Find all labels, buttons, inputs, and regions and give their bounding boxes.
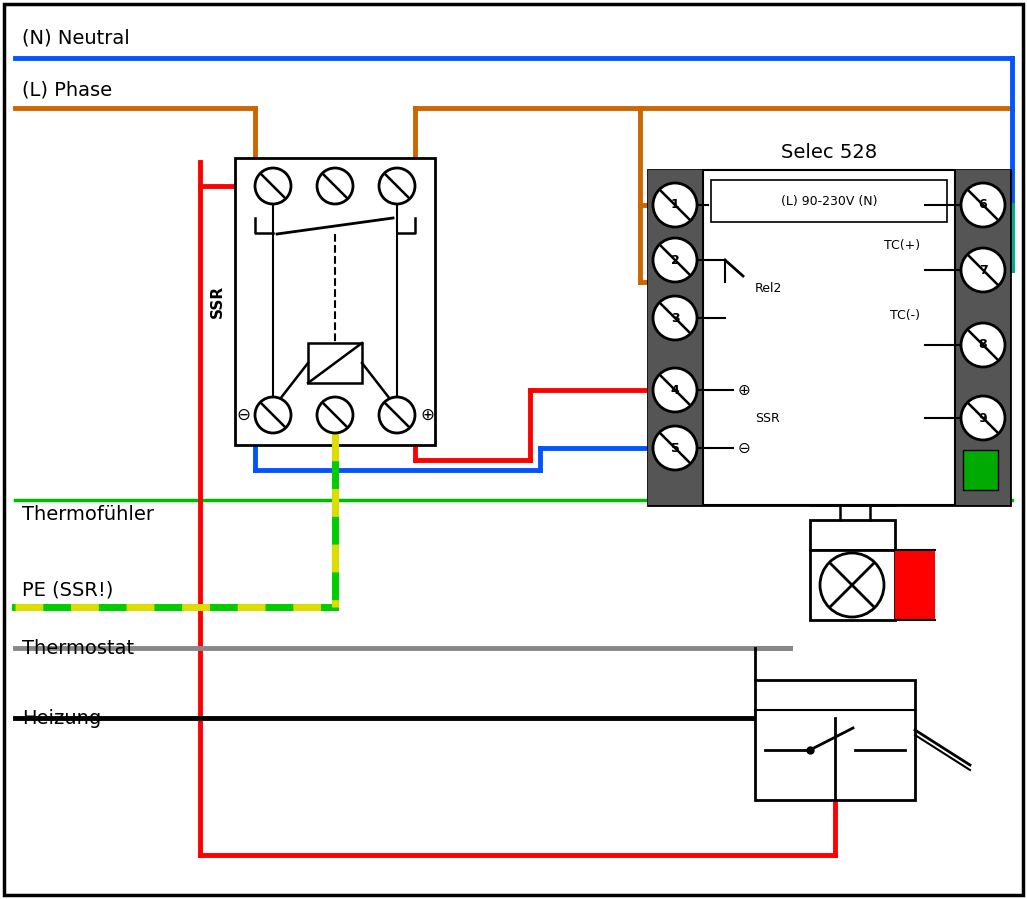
- Text: 5: 5: [671, 441, 680, 455]
- Bar: [308, 343, 362, 383]
- Circle shape: [653, 296, 697, 340]
- Circle shape: [820, 553, 884, 617]
- Text: (N) Neutral: (N) Neutral: [22, 29, 129, 48]
- Text: 7: 7: [979, 263, 987, 277]
- Text: ⊖: ⊖: [236, 406, 250, 424]
- Text: Thermostat: Thermostat: [22, 638, 135, 657]
- Text: TC(+): TC(+): [884, 239, 920, 252]
- Circle shape: [961, 396, 1005, 440]
- Text: TC(-): TC(-): [890, 309, 920, 322]
- Circle shape: [255, 397, 291, 433]
- Circle shape: [317, 168, 353, 204]
- Circle shape: [653, 368, 697, 412]
- Circle shape: [653, 238, 697, 282]
- Circle shape: [961, 323, 1005, 367]
- Bar: [895, 550, 935, 620]
- Text: 8: 8: [979, 339, 987, 352]
- Text: Selec 528: Selec 528: [781, 143, 877, 162]
- Bar: [711, 180, 947, 222]
- Text: SSR: SSR: [210, 285, 225, 318]
- Text: 3: 3: [671, 311, 679, 325]
- Circle shape: [653, 426, 697, 470]
- Text: (L) 90-230V (N): (L) 90-230V (N): [781, 194, 877, 208]
- Bar: [648, 170, 1010, 505]
- Bar: [235, 158, 435, 445]
- Bar: [755, 680, 915, 800]
- Text: PE (SSR!): PE (SSR!): [22, 581, 113, 600]
- Bar: [810, 520, 895, 550]
- Text: ⊕: ⊕: [420, 406, 434, 424]
- Circle shape: [653, 183, 697, 227]
- Text: ⊖: ⊖: [738, 441, 751, 456]
- Text: Rel2: Rel2: [755, 282, 783, 296]
- Text: Heizung: Heizung: [22, 708, 102, 727]
- Text: 9: 9: [979, 412, 987, 424]
- Circle shape: [961, 183, 1005, 227]
- Text: Thermofühler: Thermofühler: [22, 505, 154, 524]
- Bar: [963, 450, 998, 490]
- Bar: [955, 170, 1010, 505]
- Text: 6: 6: [979, 199, 987, 211]
- Circle shape: [379, 397, 415, 433]
- Circle shape: [379, 168, 415, 204]
- Circle shape: [255, 168, 291, 204]
- Circle shape: [961, 248, 1005, 292]
- Text: 2: 2: [671, 254, 680, 266]
- Text: SSR: SSR: [756, 413, 781, 425]
- Text: (L) Phase: (L) Phase: [22, 81, 112, 100]
- Text: 1: 1: [671, 199, 680, 211]
- Circle shape: [317, 397, 353, 433]
- Text: ⊕: ⊕: [738, 382, 751, 397]
- Bar: [810, 550, 895, 620]
- Bar: [648, 170, 703, 505]
- Text: 4: 4: [671, 384, 680, 396]
- Bar: [703, 170, 955, 505]
